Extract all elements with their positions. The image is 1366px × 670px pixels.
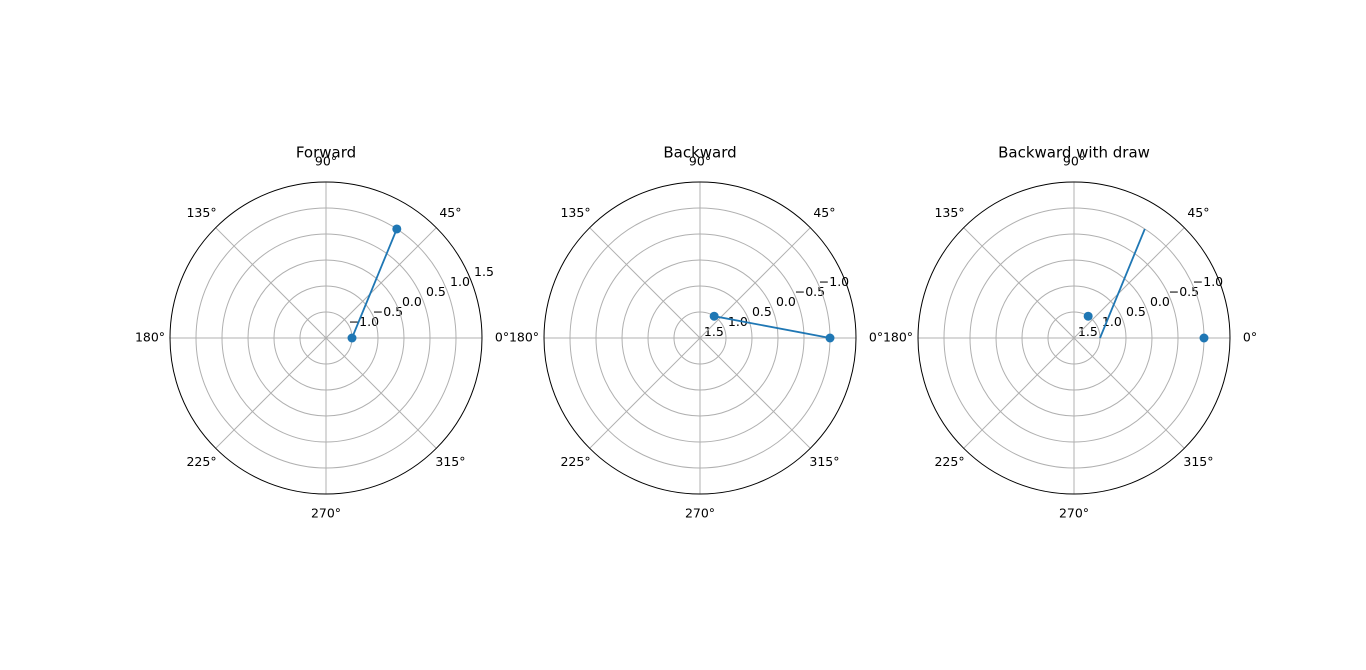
r-tick-label: 0.0 <box>1150 294 1170 309</box>
r-tick-label: 1.0 <box>1102 314 1122 329</box>
theta-tick-label: 45° <box>439 205 461 220</box>
theta-grid-line <box>589 337 701 449</box>
theta-tick-label: 225° <box>934 454 964 469</box>
theta-tick-label: 225° <box>186 454 216 469</box>
theta-tick-label: 315° <box>435 454 465 469</box>
r-tick-label: −0.5 <box>373 304 403 319</box>
r-tick-label: 0.0 <box>776 294 796 309</box>
r-tick-label: 0.5 <box>426 284 446 299</box>
theta-grid-line <box>1073 337 1185 449</box>
data-point <box>825 333 835 343</box>
r-tick-label: −1.0 <box>349 314 379 329</box>
theta-tick-label: 0° <box>869 330 883 345</box>
theta-tick-label: 270° <box>1059 506 1089 521</box>
theta-tick-label: 315° <box>809 454 839 469</box>
r-tick-label: −1.0 <box>1193 274 1223 289</box>
r-tick-label: −0.5 <box>795 284 825 299</box>
theta-tick-label: 180° <box>883 330 913 345</box>
theta-tick-label: 270° <box>311 506 341 521</box>
theta-tick-label: 135° <box>934 205 964 220</box>
theta-tick-label: 180° <box>135 330 165 345</box>
theta-grid-line <box>589 227 701 339</box>
theta-grid-line <box>325 227 437 339</box>
r-tick-label: 0.5 <box>1126 304 1146 319</box>
series-line <box>351 228 398 339</box>
chart-title: Backward with draw <box>998 144 1150 162</box>
data-point <box>709 311 719 321</box>
theta-tick-label: 45° <box>1187 205 1209 220</box>
r-tick-label: 1.5 <box>1078 324 1098 339</box>
theta-tick-label: 0° <box>1243 330 1257 345</box>
polar-spine <box>543 181 857 495</box>
theta-grid-line <box>1073 227 1185 339</box>
theta-tick-label: 135° <box>560 205 590 220</box>
data-point <box>392 224 402 234</box>
theta-tick-label: 90° <box>1063 154 1085 169</box>
theta-tick-label: 90° <box>689 154 711 169</box>
data-point <box>347 333 357 343</box>
polar-spine <box>917 181 1231 495</box>
theta-tick-label: 225° <box>560 454 590 469</box>
theta-tick-label: 180° <box>509 330 539 345</box>
r-tick-label: 1.5 <box>474 264 494 279</box>
theta-grid-line <box>215 227 327 339</box>
polar-spine <box>169 181 483 495</box>
theta-tick-label: 90° <box>315 154 337 169</box>
data-point <box>1083 311 1093 321</box>
theta-grid-line <box>963 337 1075 449</box>
theta-grid-line <box>699 337 811 449</box>
theta-grid-line <box>325 337 437 449</box>
theta-tick-label: 270° <box>685 506 715 521</box>
theta-tick-label: 315° <box>1183 454 1213 469</box>
r-tick-label: 1.0 <box>450 274 470 289</box>
theta-tick-label: 0° <box>495 330 509 345</box>
r-tick-label: 0.5 <box>752 304 772 319</box>
data-point <box>1199 333 1209 343</box>
chart-title: Forward <box>296 144 356 162</box>
series-line <box>1099 228 1146 339</box>
r-tick-label: −1.0 <box>819 274 849 289</box>
theta-grid-line <box>963 227 1075 339</box>
theta-tick-label: 45° <box>813 205 835 220</box>
r-tick-label: 0.0 <box>402 294 422 309</box>
series-line <box>713 315 831 339</box>
r-tick-label: 1.5 <box>704 324 724 339</box>
theta-grid-line <box>215 337 327 449</box>
theta-tick-label: 135° <box>186 205 216 220</box>
r-tick-label: −0.5 <box>1169 284 1199 299</box>
chart-title: Backward <box>663 144 736 162</box>
theta-grid-line <box>699 227 811 339</box>
